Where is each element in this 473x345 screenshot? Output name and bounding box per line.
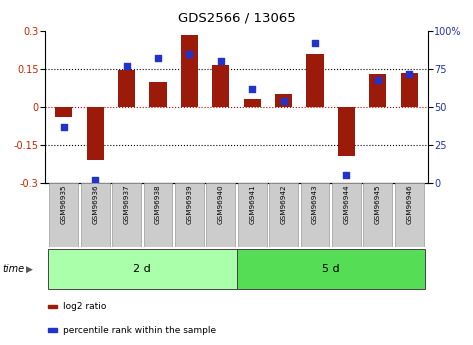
Bar [149,82,166,107]
Text: GSM96946: GSM96946 [406,185,412,224]
Text: GSM96942: GSM96942 [280,185,287,224]
Point [374,77,382,82]
Point [342,172,350,178]
Bar [81,183,110,247]
Bar [369,74,386,107]
Bar [363,183,392,247]
Bar [338,107,355,156]
Bar [401,73,418,107]
Bar [112,183,141,247]
Text: GSM96940: GSM96940 [218,185,224,224]
Point [280,98,288,104]
Bar [49,183,78,247]
Bar [236,249,425,289]
Point [185,51,193,57]
Bar [206,183,235,247]
Text: ▶: ▶ [26,265,33,274]
Point [248,86,256,91]
Bar [87,107,104,160]
Text: GSM96943: GSM96943 [312,185,318,224]
Bar [395,183,424,247]
Bar [244,99,261,107]
Text: GSM96945: GSM96945 [375,185,381,224]
Text: 5 d: 5 d [322,264,340,274]
Bar [175,183,204,247]
Bar [143,183,173,247]
Bar [181,35,198,107]
Text: 2 d: 2 d [133,264,151,274]
Point [91,177,99,183]
Point [217,59,225,64]
Bar [118,70,135,107]
Text: percentile rank within the sample: percentile rank within the sample [62,326,216,335]
Bar [48,305,57,308]
Bar [300,183,330,247]
Text: GSM96944: GSM96944 [343,185,350,224]
Text: GDS2566 / 13065: GDS2566 / 13065 [178,11,295,24]
Bar [238,183,267,247]
Text: GSM96939: GSM96939 [186,185,193,224]
Point [123,63,131,69]
Point [311,40,319,46]
Text: time: time [2,264,25,274]
Bar [212,65,229,107]
Bar [275,94,292,107]
Text: GSM96936: GSM96936 [92,185,98,224]
Bar [48,328,57,332]
Bar [269,183,298,247]
Text: GSM96937: GSM96937 [123,185,130,224]
Bar [48,249,236,289]
Point [154,56,162,61]
Text: GSM96941: GSM96941 [249,185,255,224]
Text: GSM96938: GSM96938 [155,185,161,224]
Point [405,71,413,76]
Bar [55,107,72,117]
Text: GSM96935: GSM96935 [61,185,67,224]
Bar [332,183,361,247]
Point [60,124,68,129]
Bar [307,54,324,107]
Text: log2 ratio: log2 ratio [62,302,106,311]
